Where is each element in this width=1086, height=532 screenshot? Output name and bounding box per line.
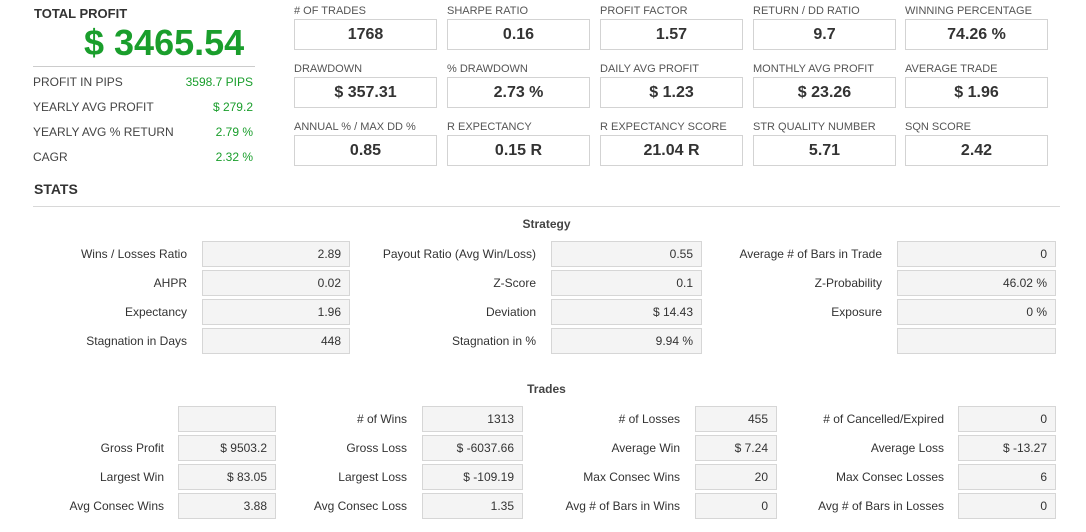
trades-cell: 0 [958,406,1056,432]
metric-value: $ 1.96 [905,77,1048,108]
trades-label: Avg Consec Wins [69,499,164,513]
trades-cell: $ 9503.2 [178,435,276,461]
strategy-cell: 0 [897,241,1056,267]
metric-value: 74.26 % [905,19,1048,50]
trades-label: Avg # of Bars in Wins [565,499,681,513]
strategy-cell: 9.94 % [551,328,702,354]
trades-cell: $ 83.05 [178,464,276,490]
summary-label-cagr: CAGR [33,150,68,164]
total-profit-value: $ 3465.54 [84,22,245,63]
summary-divider [33,66,255,67]
trades-label: Max Consec Losses [835,470,944,484]
metric-label: R EXPECTANCY SCORE [600,121,727,133]
strategy-cell: 0 % [897,299,1056,325]
trades-cell: 3.88 [178,493,276,519]
trades-label: Gross Loss [346,441,407,455]
strategy-cell: $ 14.43 [551,299,702,325]
trades-cell: $ -13.27 [958,435,1056,461]
trades-cell: 1313 [422,406,523,432]
strategy-label: Stagnation in Days [86,334,187,348]
trades-cell: $ -6037.66 [422,435,523,461]
strategy-cell: 2.89 [202,241,350,267]
strategy-cell: 0.55 [551,241,702,267]
metric-label: ANNUAL % / MAX DD % [294,121,416,133]
strategy-cell: 1.96 [202,299,350,325]
metric-label: % DRAWDOWN [447,63,528,75]
metric-value: $ 23.26 [753,77,896,108]
trades-label: Average Loss [870,441,944,455]
metric-value: $ 1.23 [600,77,743,108]
summary-value-cagr: 2.32 % [215,150,253,164]
strategy-label: Average # of Bars in Trade [739,247,882,261]
metric-value: 2.73 % [447,77,590,108]
metric-label: SHARPE RATIO [447,5,529,17]
summary-value-profit-pips: 3598.7 PIPS [185,75,253,89]
summary-label-profit-pips: PROFIT IN PIPS [33,75,123,89]
metric-label: RETURN / DD RATIO [753,5,860,17]
metric-label: PROFIT FACTOR [600,5,688,17]
strategy-label: AHPR [153,276,187,290]
metric-value: 9.7 [753,19,896,50]
trades-cell: 1.35 [422,493,523,519]
trades-label: # of Cancelled/Expired [823,412,944,426]
metric-label: R EXPECTANCY [447,121,532,133]
strategy-label: Z-Score [493,276,536,290]
strategy-label: Deviation [485,305,536,319]
summary-value-yearly-avg-profit: $ 279.2 [212,100,253,114]
strategy-cell [897,328,1056,354]
trades-label: Average Win [611,441,680,455]
trades-label: Avg # of Bars in Losses [818,499,944,513]
trades-cell: $ 7.24 [695,435,777,461]
metric-value: $ 357.31 [294,77,437,108]
strategy-label: Z-Probability [814,276,882,290]
summary-value-yearly-avg-return: 2.79 % [215,125,253,139]
metric-value: 0.15 R [447,135,590,166]
trades-cell: 0 [695,493,777,519]
strategy-label: Stagnation in % [451,334,536,348]
trades-cell: 0 [958,493,1056,519]
strategy-label: Expectancy [124,305,187,319]
strategy-cell: 0.02 [202,270,350,296]
strategy-cell: 0.1 [551,270,702,296]
metric-value: 0.85 [294,135,437,166]
metric-value: 2.42 [905,135,1048,166]
total-profit-label: TOTAL PROFIT [34,6,128,21]
metric-value: 1768 [294,19,437,50]
metric-label: STR QUALITY NUMBER [753,121,876,133]
trades-cell: 455 [695,406,777,432]
trades-label: Avg Consec Loss [313,499,407,513]
trades-label: Gross Profit [100,441,164,455]
strategy-label: Payout Ratio (Avg Win/Loss) [382,247,536,261]
stats-divider [33,206,1060,207]
strategy-cell: 448 [202,328,350,354]
metric-label: DAILY AVG PROFIT [600,63,700,75]
metric-label: AVERAGE TRADE [905,63,998,75]
summary-label-yearly-avg-profit: YEARLY AVG PROFIT [33,100,154,114]
strategy-cell: 46.02 % [897,270,1056,296]
metric-label: MONTHLY AVG PROFIT [753,63,875,75]
trades-label: Largest Loss [338,470,407,484]
metric-value: 1.57 [600,19,743,50]
metric-label: DRAWDOWN [294,63,363,75]
metric-label: WINNING PERCENTAGE [905,5,1032,17]
metric-value: 0.16 [447,19,590,50]
strategy-title: Strategy [522,217,571,231]
metric-value: 21.04 R [600,135,743,166]
trades-cell: 20 [695,464,777,490]
metric-value: 5.71 [753,135,896,166]
trades-label: # of Losses [618,412,680,426]
trades-cell: 6 [958,464,1056,490]
strategy-label: Exposure [831,305,882,319]
trades-label: Max Consec Wins [583,470,680,484]
trades-cell: $ -109.19 [422,464,523,490]
metric-label: SQN SCORE [905,121,972,133]
trades-label: # of Wins [356,412,407,426]
trades-label: Largest Win [99,470,164,484]
strategy-label: Wins / Losses Ratio [80,247,187,261]
summary-label-yearly-avg-return: YEARLY AVG % RETURN [33,125,174,139]
trades-title: Trades [527,382,566,396]
metric-label: # OF TRADES [294,5,366,17]
trades-cell [178,406,276,432]
stats-title: STATS [34,181,78,197]
